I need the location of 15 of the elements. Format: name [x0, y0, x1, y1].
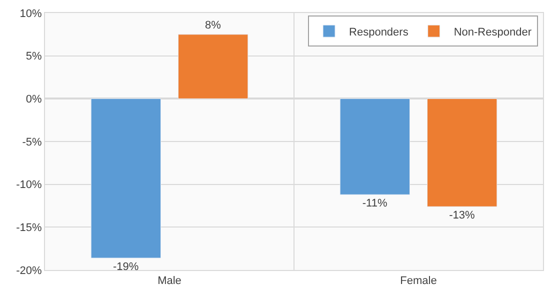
- legend-label: Non-Responder: [454, 26, 532, 38]
- y-tick-label: -15%: [16, 222, 42, 234]
- y-tick-label: -20%: [16, 264, 42, 277]
- y-tick-label: -10%: [16, 179, 42, 192]
- data-label: 8%: [205, 19, 222, 32]
- x-tick-label: Female: [400, 275, 437, 288]
- y-tick-label: 10%: [20, 8, 42, 20]
- x-tick-label: Male: [158, 275, 182, 288]
- y-tick-label: 0%: [26, 94, 42, 106]
- data-label: -13%: [449, 210, 476, 222]
- data-label: -19%: [112, 261, 139, 274]
- data-label: -11%: [362, 198, 388, 210]
- y-tick-label: -5%: [22, 136, 42, 148]
- legend-label: Responders: [349, 26, 409, 38]
- y-tick-label: 5%: [26, 50, 42, 63]
